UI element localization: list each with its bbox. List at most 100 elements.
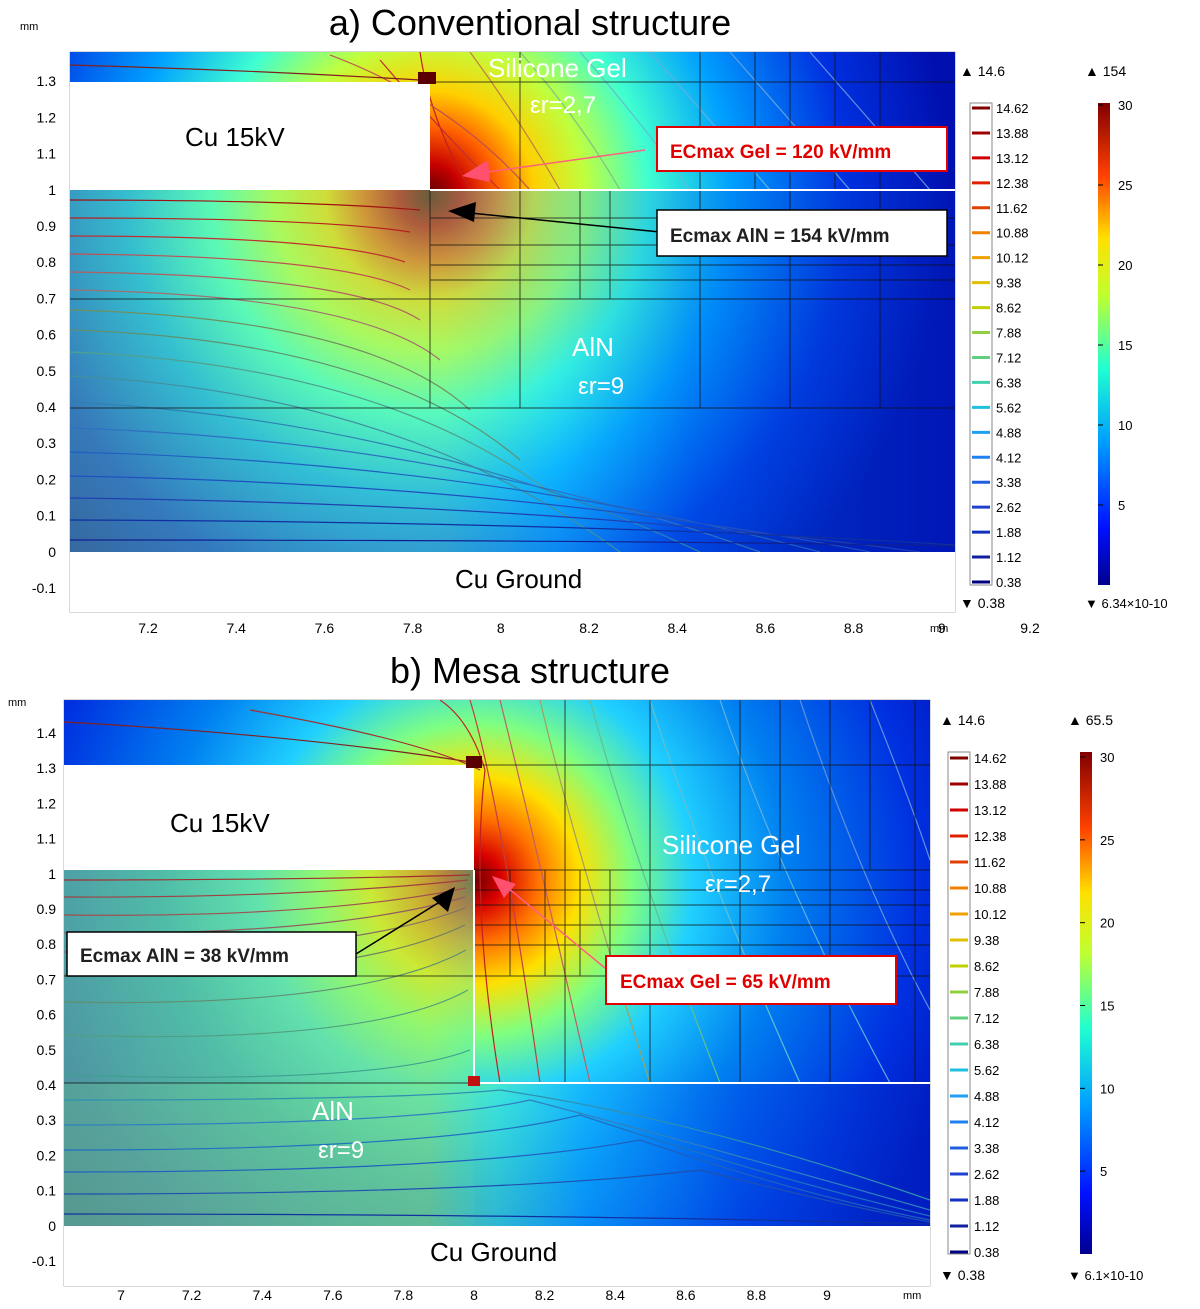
panel-a-x-tick: 9.2 bbox=[1020, 620, 1040, 636]
panel-a-contour-level-label: 14.62 bbox=[996, 101, 1029, 116]
panel-b-contour-level-label: 10.12 bbox=[974, 907, 1007, 922]
panel-a-y-tick: 0.8 bbox=[37, 254, 57, 270]
panel-b-contour-level-label: 13.12 bbox=[974, 803, 1007, 818]
panel-a-aln-label: AlN bbox=[572, 332, 614, 362]
panel-a-x-tick: 8.8 bbox=[844, 620, 864, 636]
panel-b-contour-level-label: 5.62 bbox=[974, 1063, 999, 1078]
panel-b-y-tick: 1.2 bbox=[37, 795, 57, 811]
panel-a-contour-level-label: 10.12 bbox=[996, 251, 1029, 266]
panel-a-contour-min: ▼ 0.38 bbox=[960, 595, 1005, 611]
panel-b-y-tick: 1.3 bbox=[37, 760, 57, 776]
panel-a-contour-level-label: 4.12 bbox=[996, 450, 1021, 465]
panel-a-x-tick: 7.6 bbox=[315, 620, 335, 636]
panel-a-y-tick: 0.5 bbox=[37, 363, 57, 379]
panel-a-color-tick: 10 bbox=[1118, 418, 1132, 433]
panel-b-y-tick: 1 bbox=[48, 866, 56, 882]
panel-a-color-tick: 20 bbox=[1118, 258, 1132, 273]
panel-b-contour-level-label: 12.38 bbox=[974, 829, 1007, 844]
panel-a-contour-bar bbox=[969, 102, 993, 586]
panel-b-color-tick: 5 bbox=[1100, 1164, 1107, 1179]
panel-a-y-unit: mm bbox=[20, 21, 38, 33]
panel-b-gel-callout-box bbox=[605, 955, 897, 1005]
panel-a-ground-label: Cu Ground bbox=[455, 564, 582, 594]
panel-a-contour-level-label: 5.62 bbox=[996, 400, 1021, 415]
panel-b-contour-bar bbox=[947, 751, 971, 1255]
panel-a-contour-level-label: 0.38 bbox=[996, 575, 1021, 590]
panel-b-ground-label: Cu Ground bbox=[430, 1237, 557, 1267]
panel-a-x-tick: 7.2 bbox=[138, 620, 158, 636]
panel-a-contour-level-label: 13.12 bbox=[996, 151, 1029, 166]
panel-b-contour-level-label: 0.38 bbox=[974, 1245, 999, 1260]
panel-b-contours bbox=[64, 700, 930, 1225]
panel-a-aln-arrow-head bbox=[448, 202, 476, 222]
panel-a-color-bar bbox=[1098, 103, 1110, 585]
panel-a-contour-level-label: 7.12 bbox=[996, 350, 1021, 365]
panel-a-contours bbox=[70, 52, 955, 552]
panel-a-y-ticks: -0.1 0 0.1 0.2 0.3 0.4 0.5 0.6 0.7 0.8 0.9 1 1.1 1.2 1… bbox=[32, 73, 56, 596]
panel-b-aln-callout: Ecmax AlN = 38 kV/mm bbox=[80, 946, 289, 967]
panel-b-gel-arrow-line bbox=[507, 887, 606, 969]
panel-b-contour-level-label: 2.62 bbox=[974, 1167, 999, 1182]
panel-a-aln-callout: Ecmax AlN = 154 kV/mm bbox=[670, 226, 890, 247]
panel-a-y-tick: 0.1 bbox=[37, 508, 57, 524]
panel-b-y-tick: 0.4 bbox=[37, 1077, 57, 1093]
panel-b-x-tick: 8.8 bbox=[747, 1287, 767, 1303]
panel-a-contour-level-label: 2.62 bbox=[996, 500, 1021, 515]
panel-a-y-tick: 1.1 bbox=[37, 146, 57, 162]
panel-a-contour-max: ▲ 14.6 bbox=[960, 63, 1005, 79]
panel-b-contour-level-label: 4.88 bbox=[974, 1089, 999, 1104]
panel-a-aln-arrow-line bbox=[469, 212, 661, 233]
panel-a-gel-label: Silicone Gel bbox=[488, 53, 627, 83]
panel-b-y-tick: 0.2 bbox=[37, 1147, 57, 1163]
panel-a-gel-arrow-head bbox=[462, 160, 490, 182]
panel-b-color-tick: 15 bbox=[1100, 999, 1114, 1014]
panel-b-mesa-foot-hotspot bbox=[468, 1076, 480, 1086]
panel-a-y-tick: 0.7 bbox=[37, 290, 57, 306]
panel-b-contour-level-label: 14.62 bbox=[974, 751, 1007, 766]
panel-a-y-tick: 0 bbox=[48, 544, 56, 560]
panel-a-y-tick: 1.3 bbox=[37, 73, 57, 89]
panel-a-y-axis: mm bbox=[20, 21, 38, 33]
panel-b-contour-min: ▼ 0.38 bbox=[940, 1267, 985, 1283]
panel-a-y-tick: 0.9 bbox=[37, 218, 57, 234]
panel-b-contour-level-label: 11.62 bbox=[974, 855, 1006, 870]
panel-a-y-tick: 0.3 bbox=[37, 435, 57, 451]
panel-a-y-tick: 1.2 bbox=[37, 109, 57, 125]
panel-a-color-tick: 25 bbox=[1118, 178, 1132, 193]
panel-a-x-tick: 8.2 bbox=[579, 620, 599, 636]
panel-b-corner-hotspot bbox=[466, 756, 482, 768]
panel-a-color-legend: ▲ 154 30 25 20 15 10 5 ▼ 6.34×10-10 bbox=[1085, 63, 1168, 611]
panel-a-aln-callout-box bbox=[656, 209, 948, 257]
panel-a-contour-level-label: 13.88 bbox=[996, 126, 1029, 141]
panel-b-color-legend: ▲ 65.5 30 25 20 15 10 5 ▼ 6.1×10-10 bbox=[1068, 712, 1143, 1283]
panel-b-gel-eps: εr=2,7 bbox=[705, 871, 771, 898]
panel-b-y-ticks: -0.1 0 0.1 0.2 0.3 0.4 0.5 0.6 0.7 0.8 0.9 1 1.1 1.2 1… bbox=[32, 725, 56, 1269]
panel-a-gel-callout: ECmax Gel = 120 kV/mm bbox=[670, 142, 891, 163]
panel-b-color-tick: 25 bbox=[1100, 833, 1114, 848]
panel-b-color-min: ▼ 6.1×10-10 bbox=[1068, 1268, 1143, 1283]
panel-b-y-tick: 0.7 bbox=[37, 971, 57, 987]
panel-b-x-tick: 7.4 bbox=[252, 1287, 272, 1303]
panel-b-contour-level-label: 9.38 bbox=[974, 933, 999, 948]
panel-b-field-hot bbox=[64, 870, 930, 1226]
panel-b-x-unit: mm bbox=[903, 1290, 921, 1302]
panel-a-contour-level-label: 1.88 bbox=[996, 525, 1021, 540]
panel-b-ground bbox=[64, 1226, 930, 1286]
panel-a-contour-level-label: 4.88 bbox=[996, 425, 1021, 440]
panel-a-title: a) Conventional structure bbox=[328, 2, 732, 43]
panel-b-x-ticks: 7 7.2 7.4 7.6 7.8 8 8.2 8.4 8.6 8.8 9 bbox=[117, 1287, 831, 1303]
panel-b-y-tick: -0.1 bbox=[32, 1253, 56, 1269]
panel-b-y-tick: 0.5 bbox=[37, 1042, 57, 1058]
panel-a-x-tick: 7.8 bbox=[403, 620, 423, 636]
panel-a-corner-hotspot bbox=[418, 72, 436, 84]
panel-b-contour-level-label: 1.88 bbox=[974, 1193, 999, 1208]
panel-b-gel-label: Silicone Gel bbox=[662, 830, 801, 860]
panel-b-x-tick: 7 bbox=[117, 1287, 125, 1303]
panel-a-y-tick: 0.6 bbox=[37, 327, 57, 343]
panel-a-y-tick: 0.2 bbox=[37, 471, 57, 487]
panel-a-contour-levels: 14.62 13.88 13.12 12.38 11.62 10.88 10.12 9.38 8… bbox=[972, 101, 1029, 590]
panel-a-x-tick: 8.6 bbox=[756, 620, 776, 636]
panel-b-contour-level-label: 7.88 bbox=[974, 985, 999, 1000]
panel-a-contour-level-label: 7.88 bbox=[996, 326, 1021, 341]
